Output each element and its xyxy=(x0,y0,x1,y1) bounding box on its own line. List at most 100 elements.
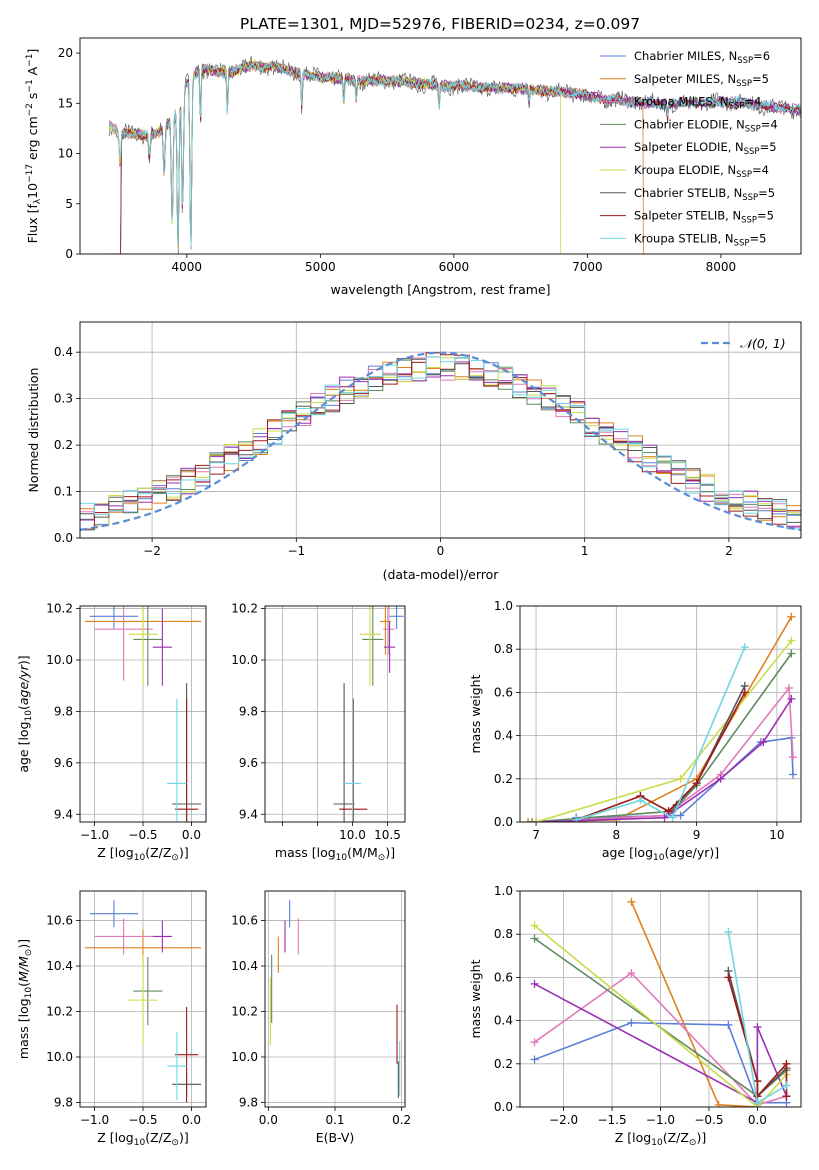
point-marker xyxy=(724,928,733,937)
x-label-part: 10 xyxy=(134,1138,146,1148)
point-marker xyxy=(530,1038,539,1047)
y-tick-label: 10.0 xyxy=(231,1050,258,1064)
point-marker xyxy=(759,738,768,747)
point-marker xyxy=(787,612,796,621)
y-label-part: 10 xyxy=(24,710,34,722)
legend-sub: SSP xyxy=(729,102,745,112)
axes-frame xyxy=(519,890,802,1108)
legend-label: Salpeter ELODIE, N xyxy=(634,140,744,154)
legend-entry: Chabrier ELODIE, NSSP=4 xyxy=(634,117,778,134)
point-marker xyxy=(782,1092,791,1101)
x-tick-label: −1.0 xyxy=(80,1113,109,1127)
errorbar-chabrier-elodie xyxy=(362,606,384,686)
x-tick-label: 5000 xyxy=(305,260,336,274)
x-tick-label: −1.0 xyxy=(646,1113,675,1127)
point-marker xyxy=(530,1055,539,1064)
y-label-part: −17 xyxy=(25,164,35,183)
legend-label: Kroupa ELODIE, N xyxy=(634,163,736,177)
y-tick-label: 0.2 xyxy=(54,438,73,452)
y-tick-label: 0.8 xyxy=(494,927,513,941)
age_vs_Z-points xyxy=(84,606,202,822)
point-marker xyxy=(664,807,673,816)
errorbar-kroupa-elodie xyxy=(128,954,158,1046)
legend-suffix: =5 xyxy=(760,140,777,154)
y-tick-label: 9.8 xyxy=(239,1095,258,1109)
weight_vs_Z-panel: −2.0 −1.5 −1.0 −0.5 0.0 0.0 0.2 0.4 0.6 0.8 1.0 Z [… xyxy=(468,884,802,1148)
x-tick-label: 0.0 xyxy=(259,1113,278,1127)
x-tick-label: 0.0 xyxy=(748,1113,767,1127)
x-label-part: (Z/Z xyxy=(663,1130,689,1145)
y-label-part: erg cm xyxy=(25,116,40,164)
point-marker xyxy=(788,770,797,779)
residuals-panel: −2 −1 0 1 2 0.0 0.1 0.2 0.3 0.4 (data-model)/error… xyxy=(26,321,802,582)
mass_vs_EBV-points xyxy=(269,900,401,1098)
errorbar-chabrier-miles xyxy=(89,606,139,630)
series-line xyxy=(640,685,746,813)
point-marker xyxy=(532,818,541,822)
series-chabrier-elodie xyxy=(528,649,796,822)
y-tick-label: 0.2 xyxy=(494,1057,513,1071)
errorbar-salpeter-elodie xyxy=(152,608,173,686)
point-marker xyxy=(724,1020,733,1029)
legend-label: Kroupa STELIB, N xyxy=(634,231,734,245)
legend-suffix: =4 xyxy=(752,163,769,177)
y-label-part: s xyxy=(25,93,40,104)
x-tick-label: 4000 xyxy=(172,260,203,274)
x-label-part: )] xyxy=(179,845,189,860)
point-marker xyxy=(528,818,537,822)
age_vs_Z-panel: −1.0 −0.5 0.09.49.69.810.010.2Z [log10(Z/Z… xyxy=(16,602,207,863)
x-label-part: mass [log xyxy=(275,845,336,860)
x-tick-label: 0.0 xyxy=(182,1113,201,1127)
y-label-part: λ xyxy=(33,198,43,204)
x-tick-label: 0.2 xyxy=(392,1113,411,1127)
x-tick-label: 8 xyxy=(613,828,621,842)
series-kroupa-stelib xyxy=(572,643,749,822)
x-label-part: ⊙ xyxy=(171,1138,179,1148)
y-label-part: Flux [f xyxy=(25,204,40,244)
y-tick-label: 0.6 xyxy=(494,685,513,699)
y-axis-label: mass [log10(M/M⊙)] xyxy=(16,939,34,1059)
legend-entry: Kroupa MILES, NSSP=4 xyxy=(634,95,761,112)
point-marker xyxy=(740,643,749,652)
point-marker xyxy=(753,1023,762,1032)
y-tick-label: 0.4 xyxy=(54,345,73,359)
point-marker xyxy=(787,694,796,703)
y-label-part: ( xyxy=(16,982,31,987)
x-tick-label: −1 xyxy=(287,544,305,558)
y-label-part: )] xyxy=(16,939,31,949)
legend-sub: SSP xyxy=(736,79,752,89)
point-marker xyxy=(530,934,539,943)
x-tick-label: −2.0 xyxy=(549,1113,578,1127)
series-kroupa-elodie xyxy=(532,636,796,822)
legend-entry: Salpeter ELODIE, NSSP=5 xyxy=(634,140,777,157)
y-tick-label: 10.2 xyxy=(231,602,258,616)
mass_vs_Z-panel: −1.0 −0.5 0.09.810.010.210.410.6Z [log10(Z… xyxy=(16,890,207,1148)
y-label-part: age/yr xyxy=(16,664,31,705)
spectrum-panel: 4000 5000 6000 7000 8000 0 5 10 15 20 wavelength [… xyxy=(25,37,802,297)
point-marker xyxy=(572,815,581,822)
legend-label: Salpeter STELIB, N xyxy=(634,209,741,223)
spectrum-lines xyxy=(109,56,801,254)
point-marker xyxy=(636,796,645,805)
point-marker xyxy=(524,818,533,822)
histograms xyxy=(80,351,801,531)
y-tick-label: 0.8 xyxy=(494,642,513,656)
y-tick-label: 10.6 xyxy=(231,914,258,928)
y-tick-label: 9.8 xyxy=(239,704,258,718)
legend-label: Salpeter MILES, N xyxy=(634,72,736,86)
axes-frame xyxy=(519,605,802,823)
histogram-chabrier-stelib xyxy=(80,358,801,523)
legend-suffix: =4 xyxy=(744,95,761,109)
y-tick-label: 20 xyxy=(58,46,73,60)
y-tick-label: 10.4 xyxy=(231,959,258,973)
y-label-part: −2 xyxy=(25,103,35,116)
y-label-part: ⊙ xyxy=(24,949,34,957)
y-tick-label: 10.2 xyxy=(46,1005,73,1019)
x-tick-label: −0.5 xyxy=(128,828,157,842)
point-marker xyxy=(714,1100,723,1107)
histogram-salpeter-elodie xyxy=(80,361,801,528)
series-line xyxy=(575,692,746,821)
legend-label: Chabrier ELODIE, N xyxy=(634,117,745,131)
y-tick-label: 10.0 xyxy=(231,653,258,667)
errorbar-chabrier-elodie xyxy=(133,606,163,686)
